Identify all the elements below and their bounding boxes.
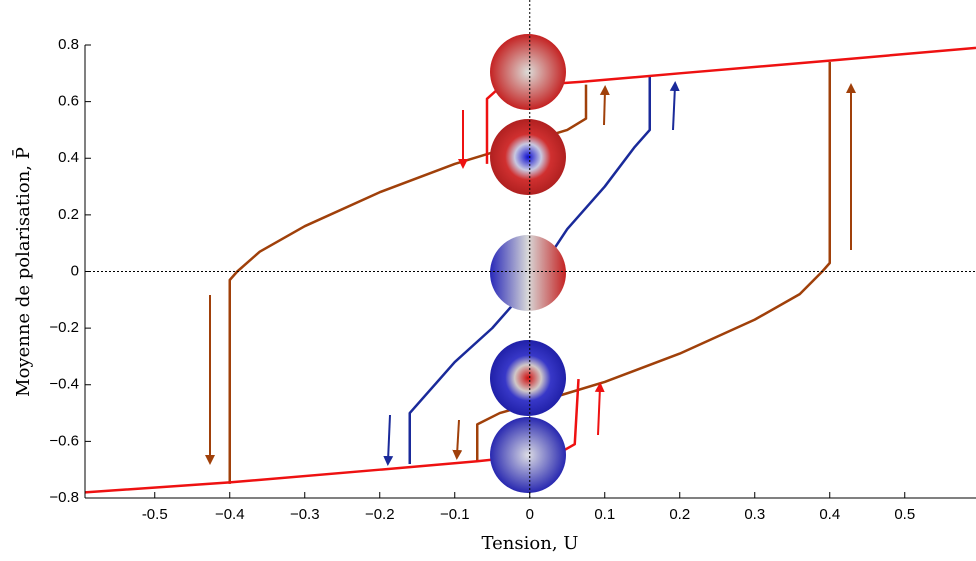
y-tick-label: −0.8 (49, 489, 79, 506)
y-tick-label: 0.8 (58, 36, 79, 53)
sphere (490, 340, 566, 416)
y-tick-label: 0.4 (58, 149, 79, 166)
arrow (383, 414, 394, 466)
arrow (452, 419, 463, 460)
series-line (228, 84, 588, 484)
y-tick-label: −0.6 (49, 432, 79, 449)
spheres (490, 34, 566, 493)
y-tick-label: −0.2 (49, 319, 79, 336)
x-tick-label: 0.4 (819, 506, 840, 523)
x-axis-title: Tension, U (482, 533, 579, 554)
y-axis-title: Moyenne de polarisation, P̄ (11, 147, 34, 397)
x-tick-label: −0.1 (440, 506, 470, 523)
x-tick-label: −0.3 (290, 506, 320, 523)
x-tick-label: 0.5 (894, 506, 915, 523)
series-line (476, 61, 831, 462)
x-tick-label: 0.1 (594, 506, 615, 523)
arrow (599, 85, 610, 126)
sphere (490, 34, 566, 110)
y-tick-label: 0.2 (58, 206, 79, 223)
x-tick-label: −0.2 (365, 506, 395, 523)
sphere (490, 235, 566, 311)
x-tick-label: 0.2 (669, 506, 690, 523)
x-tick-label: 0 (526, 506, 534, 523)
arrow (669, 81, 680, 131)
y-tick-label: −0.4 (49, 376, 79, 393)
x-tick-label: -0.5 (142, 506, 168, 523)
arrow (594, 382, 605, 436)
sphere (490, 119, 566, 195)
series-line (84, 379, 580, 494)
x-tick-label: −0.4 (215, 506, 245, 523)
series-line (485, 46, 976, 164)
y-tick-label: 0 (71, 262, 79, 279)
arrows (205, 81, 856, 466)
sphere (490, 417, 566, 493)
y-tick-label: 0.6 (58, 93, 79, 110)
x-tick-label: 0.3 (744, 506, 765, 523)
